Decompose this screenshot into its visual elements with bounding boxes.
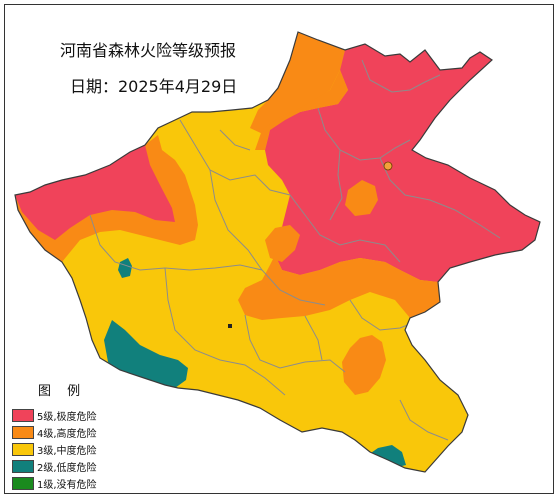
city-boundaries (89, 59, 501, 441)
legend-swatch-level2 (12, 460, 34, 473)
boundary-line (304, 315, 323, 361)
boundary-line (329, 149, 343, 221)
legend-swatch-level3 (12, 443, 34, 456)
legend-swatch-level5 (12, 409, 34, 422)
boundary-line (244, 314, 346, 373)
boundary-line (379, 157, 501, 239)
legend-title: 图 例 (38, 384, 87, 399)
legend-label-level3: 3级,中度危险 (37, 446, 97, 457)
boundary-line (361, 59, 441, 93)
boundary-line (219, 129, 251, 151)
city-marker-icon (383, 161, 393, 171)
legend-label-level2: 2级,低度危险 (37, 463, 97, 474)
map-title: 河南省森林火险等级预报 (60, 41, 237, 60)
legend-swatch-level4 (12, 426, 34, 439)
zone-level4-central (238, 255, 440, 320)
zone-level4-enclave (345, 180, 378, 216)
legend-item: 4级,高度危险 (12, 424, 97, 441)
boundary-line (164, 267, 286, 396)
zone-level4-north-edge (255, 70, 348, 150)
boundary-line (399, 399, 449, 441)
legend-item: 5级,极度危险 (12, 407, 97, 424)
legend-item: 3级,中度危险 (12, 441, 97, 458)
small-marker-icon (228, 324, 232, 328)
legend-item: 1级,没有危险 (12, 475, 97, 492)
legend-label-level5: 5级,极度危险 (37, 412, 97, 423)
province-border (14, 31, 541, 473)
zone-level4-center-patch (265, 225, 300, 262)
legend-label-level1: 1级,没有危险 (37, 480, 97, 491)
boundary-line (317, 107, 411, 161)
zone-level4-south (342, 335, 386, 395)
map-date: 日期：2025年4月29日 (70, 77, 238, 96)
zone-level2-lake (118, 258, 132, 278)
zone-level5-west (15, 145, 175, 240)
zone-level4-north (250, 32, 345, 135)
legend: 图 例 5级,极度危险 4级,高度危险 3级,中度危险 2级,低度危险 1级,没… (12, 380, 97, 492)
legend-swatch-level1 (12, 477, 34, 490)
legend-label-level4: 4级,高度危险 (37, 429, 97, 440)
zone-level5-east (265, 44, 540, 282)
boundary-line (209, 169, 326, 306)
legend-item: 2级,低度危险 (12, 458, 97, 475)
zone-level2-south (368, 445, 406, 468)
